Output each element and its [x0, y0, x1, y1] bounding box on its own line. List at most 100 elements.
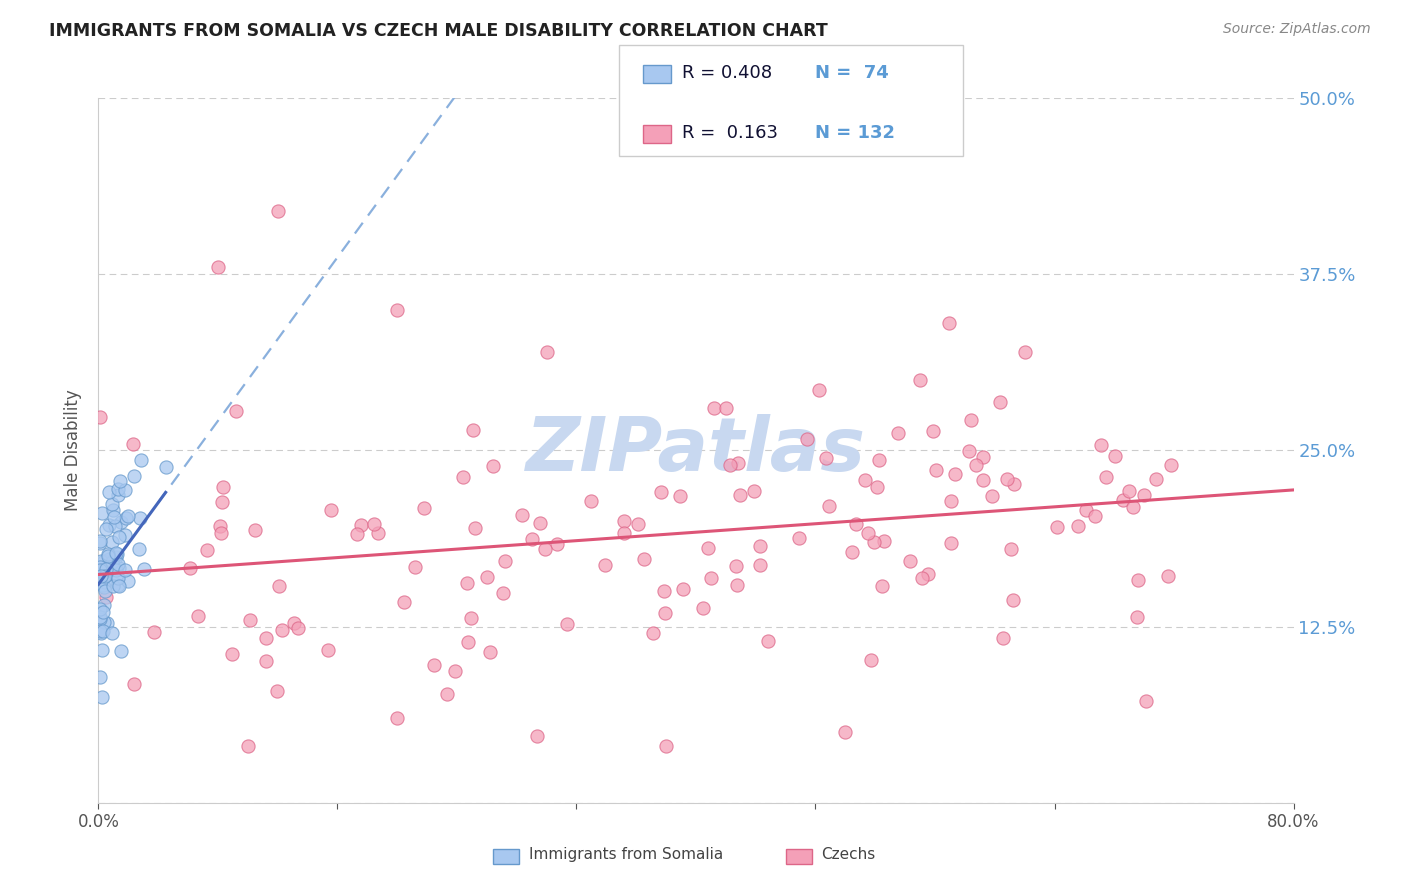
Point — [321, 503, 343, 517]
Point — [908, 373, 931, 387]
Point — [122, 677, 145, 691]
Point — [121, 436, 143, 450]
Point — [367, 525, 389, 540]
Point — [866, 480, 889, 494]
Point — [93, 574, 115, 589]
Point — [105, 550, 128, 565]
Point — [533, 541, 555, 556]
Point — [546, 537, 568, 551]
Point — [107, 482, 129, 496]
Point — [627, 517, 650, 532]
Point — [267, 203, 290, 218]
Point — [98, 485, 121, 500]
Point — [1121, 500, 1143, 514]
Point — [287, 621, 309, 635]
Point — [107, 557, 129, 571]
Point — [266, 683, 288, 698]
Point — [104, 519, 127, 533]
Point — [520, 532, 543, 546]
Point — [1084, 508, 1107, 523]
Point — [110, 516, 132, 530]
Point — [925, 463, 948, 477]
Y-axis label: Male Disability: Male Disability — [65, 390, 83, 511]
Point — [633, 552, 655, 566]
Text: Immigrants from Somalia: Immigrants from Somalia — [529, 847, 723, 862]
Point — [714, 401, 737, 416]
Point — [187, 609, 209, 624]
Point — [654, 606, 676, 620]
Text: Czechs: Czechs — [821, 847, 876, 862]
Point — [108, 561, 131, 575]
Point — [346, 526, 368, 541]
Point — [494, 554, 516, 568]
Text: IMMIGRANTS FROM SOMALIA VS CZECH MALE DISABILITY CORRELATION CHART: IMMIGRANTS FROM SOMALIA VS CZECH MALE DI… — [49, 22, 828, 40]
Point — [972, 450, 994, 464]
Point — [89, 560, 111, 574]
Point — [107, 488, 129, 502]
Point — [110, 644, 132, 658]
Point — [464, 521, 486, 535]
Point — [413, 501, 436, 516]
Point — [97, 552, 120, 566]
Point — [1014, 344, 1036, 359]
Point — [655, 739, 678, 754]
Point — [845, 516, 868, 531]
Point — [478, 645, 501, 659]
Point — [93, 567, 115, 582]
Point — [728, 488, 751, 502]
Point — [581, 494, 603, 508]
Point — [91, 605, 114, 619]
Point — [90, 626, 112, 640]
Point — [209, 526, 232, 541]
Point — [89, 670, 111, 684]
Point — [114, 563, 136, 577]
Point — [748, 539, 770, 553]
Point — [1111, 493, 1133, 508]
Point — [108, 530, 131, 544]
Point — [965, 458, 987, 473]
Point — [980, 489, 1002, 503]
Point — [105, 548, 128, 562]
Point — [96, 567, 118, 582]
Point — [128, 541, 150, 556]
Point — [1004, 477, 1026, 491]
Point — [1090, 438, 1112, 452]
Point — [363, 516, 385, 531]
Point — [855, 473, 877, 487]
Point — [91, 690, 114, 704]
Point — [724, 558, 747, 573]
Point — [718, 458, 741, 473]
Point — [1133, 488, 1156, 502]
Point — [93, 580, 115, 594]
Point — [900, 553, 922, 567]
Point — [1160, 458, 1182, 472]
Point — [114, 483, 136, 497]
Point — [89, 409, 111, 424]
Point — [104, 546, 127, 560]
Point — [89, 624, 111, 638]
Point — [108, 579, 131, 593]
Point — [1000, 541, 1022, 556]
Point — [841, 545, 863, 559]
Point — [91, 578, 114, 592]
Point — [122, 468, 145, 483]
Point — [97, 549, 120, 563]
Point — [93, 565, 115, 579]
Point — [697, 541, 720, 555]
Point — [699, 571, 721, 585]
Point — [89, 611, 111, 625]
Point — [808, 384, 831, 398]
Point — [93, 554, 115, 568]
Point — [482, 459, 505, 474]
Point — [817, 499, 839, 513]
Point — [613, 514, 636, 528]
Point — [101, 579, 124, 593]
Bar — [786, 848, 811, 864]
Point — [910, 571, 932, 585]
Point — [103, 510, 125, 524]
Point — [960, 412, 983, 426]
Point — [271, 623, 294, 637]
Point — [491, 586, 513, 600]
Point — [1126, 609, 1149, 624]
Point — [868, 453, 890, 467]
